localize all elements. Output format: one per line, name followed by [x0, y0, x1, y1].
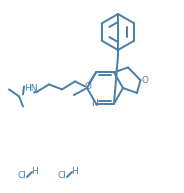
Text: O: O	[141, 76, 148, 85]
Text: H: H	[32, 167, 38, 175]
Text: Cl: Cl	[17, 172, 26, 180]
Text: H: H	[72, 167, 78, 175]
Text: N: N	[92, 99, 98, 108]
Text: Cl: Cl	[58, 172, 66, 180]
Text: HN: HN	[24, 84, 38, 93]
Text: O: O	[84, 82, 91, 91]
